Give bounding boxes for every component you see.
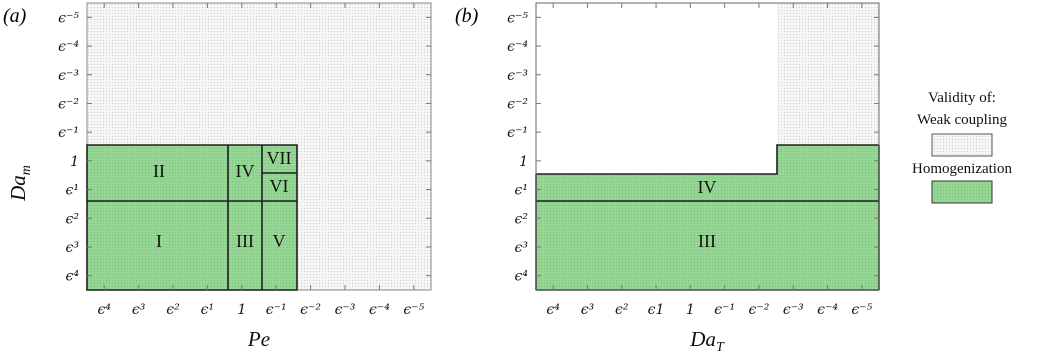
x-tick-label: ϵ³ bbox=[132, 302, 146, 318]
y-tick-label: ϵ⁴ bbox=[515, 269, 529, 285]
x-tick-label: ϵ⁴ bbox=[546, 302, 560, 318]
y-tick-label: ϵ² bbox=[515, 211, 529, 227]
region-label-II: II bbox=[153, 161, 165, 181]
y-ticks-b: ϵ⁻⁵ ϵ⁻⁴ ϵ⁻³ ϵ⁻² ϵ⁻¹ 1 ϵ¹ ϵ² ϵ³ ϵ⁴ bbox=[507, 10, 879, 285]
y-tick-label: ϵ⁻⁴ bbox=[507, 39, 528, 55]
x-tick-label: ϵ⁻¹ bbox=[266, 302, 287, 318]
x-tick-label: ϵ² bbox=[615, 302, 629, 318]
y-tick-label: ϵ³ bbox=[66, 240, 80, 256]
y-tick-label: ϵ¹ bbox=[66, 183, 79, 199]
y-tick-label: ϵ⁻² bbox=[507, 96, 528, 112]
x-tick-label: ϵ⁴ bbox=[97, 302, 111, 318]
x-tick-label: ϵ⁻⁴ bbox=[369, 302, 390, 318]
x-tick-label: ϵ⁻⁵ bbox=[851, 302, 872, 318]
y-tick-label: ϵ⁻¹ bbox=[507, 125, 528, 141]
homogenization-area-a bbox=[87, 145, 297, 290]
x-tick-label: ϵ1 bbox=[648, 302, 665, 318]
x-axis-title-b: DaT bbox=[689, 327, 725, 355]
region-label-VI: VI bbox=[270, 176, 289, 196]
legend: Validity of: Weak coupling Homogenizatio… bbox=[912, 90, 1012, 204]
y-tick-label: ϵ¹ bbox=[515, 183, 528, 199]
y-tick-label: ϵ² bbox=[66, 211, 80, 227]
panel-b-label: (b) bbox=[455, 5, 479, 27]
y-ticks-a: ϵ⁻⁵ ϵ⁻⁴ ϵ⁻³ ϵ⁻² ϵ⁻¹ 1 ϵ¹ ϵ² ϵ³ ϵ⁴ bbox=[58, 10, 431, 285]
x-tick-label: ϵ² bbox=[166, 302, 180, 318]
y-tick-label: 1 bbox=[70, 154, 79, 170]
panel-a-label: (a) bbox=[3, 5, 27, 27]
x-tick-label: ϵ⁻³ bbox=[783, 302, 804, 318]
y-tick-label: ϵ⁻² bbox=[58, 96, 79, 112]
frame-b bbox=[535, 2, 880, 291]
y-axis-title-a: Dam bbox=[6, 165, 34, 202]
homogenization-area-b bbox=[536, 145, 879, 290]
y-tick-label: ϵ⁻⁴ bbox=[58, 39, 79, 55]
x-tick-label: ϵ⁻¹ bbox=[714, 302, 735, 318]
weak-coupling-area-b bbox=[777, 3, 879, 145]
x-tick-label: ϵ⁻³ bbox=[335, 302, 356, 318]
x-tick-label: 1 bbox=[237, 302, 246, 318]
legend-title: Validity of: bbox=[928, 90, 996, 106]
x-tick-label: 1 bbox=[686, 302, 695, 318]
region-label-I: I bbox=[156, 231, 162, 251]
x-tick-label: ϵ¹ bbox=[201, 302, 214, 318]
y-tick-label: ϵ³ bbox=[515, 240, 529, 256]
y-tick-label: ϵ⁻¹ bbox=[58, 125, 79, 141]
region-label-IV-b: IV bbox=[698, 177, 717, 197]
legend-swatch-weak-coupling bbox=[931, 133, 993, 157]
x-tick-label: ϵ⁻² bbox=[300, 302, 321, 318]
region-label-III-b: III bbox=[698, 231, 716, 251]
x-tick-label: ϵ⁻² bbox=[749, 302, 770, 318]
x-axis-title-a: Pe bbox=[247, 327, 270, 351]
region-label-V: V bbox=[273, 231, 286, 251]
x-ticks-a: ϵ⁴ ϵ³ ϵ² ϵ¹ 1 ϵ⁻¹ ϵ⁻² ϵ⁻³ ϵ⁻⁴ ϵ⁻⁵ bbox=[97, 3, 425, 318]
x-tick-label: ϵ³ bbox=[581, 302, 595, 318]
x-tick-label: ϵ⁻⁵ bbox=[403, 302, 424, 318]
region-boundaries-a bbox=[86, 144, 298, 291]
region-label-III: III bbox=[236, 231, 254, 251]
legend-swatch-homogenization bbox=[931, 180, 993, 204]
region-label-IV: IV bbox=[236, 161, 255, 181]
y-tick-label: ϵ⁴ bbox=[66, 269, 80, 285]
x-tick-label: ϵ⁻⁴ bbox=[817, 302, 838, 318]
y-tick-label: ϵ⁻⁵ bbox=[507, 10, 528, 26]
legend-label-homogenization: Homogenization bbox=[912, 161, 1012, 177]
x-ticks-b: ϵ⁴ ϵ³ ϵ² ϵ1 1 ϵ⁻¹ ϵ⁻² ϵ⁻³ ϵ⁻⁴ ϵ⁻⁵ bbox=[546, 3, 873, 318]
region-label-VII: VII bbox=[267, 148, 292, 168]
y-tick-label: ϵ⁻⁵ bbox=[58, 10, 79, 26]
y-tick-label: 1 bbox=[519, 154, 528, 170]
y-tick-label: ϵ⁻³ bbox=[58, 68, 79, 84]
y-tick-label: ϵ⁻³ bbox=[507, 68, 528, 84]
legend-label-weak-coupling: Weak coupling bbox=[917, 112, 1008, 128]
